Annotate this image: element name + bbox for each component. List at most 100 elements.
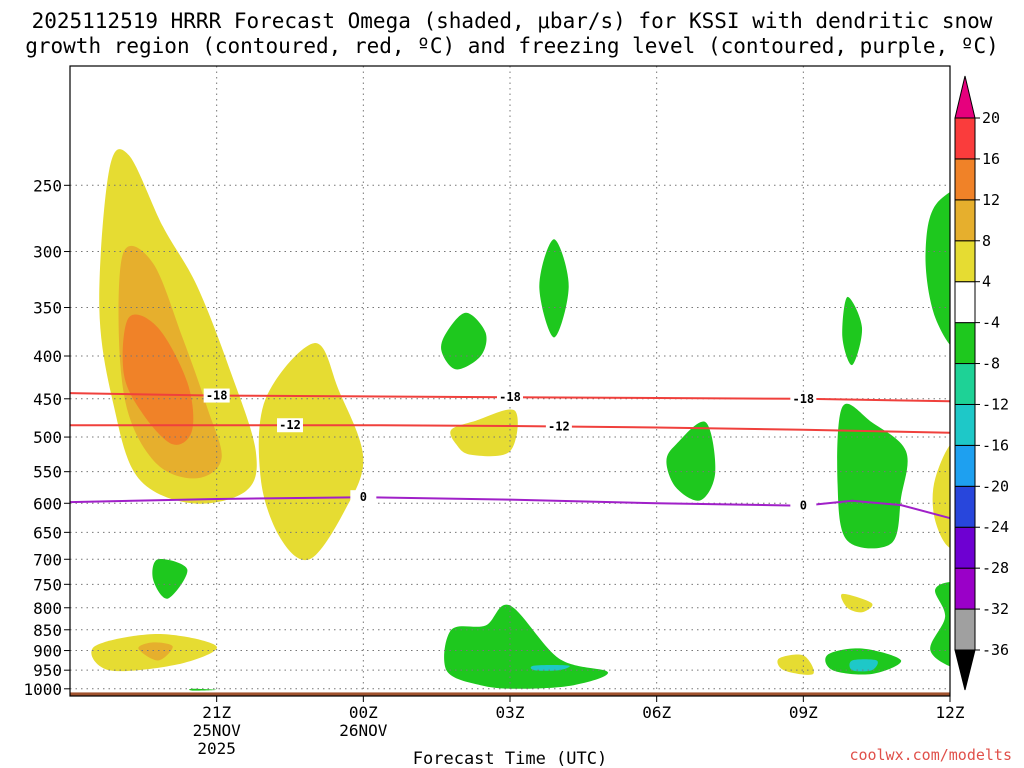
x-tick-label-12Z: 12Z — [936, 703, 965, 722]
omega-region-2 — [122, 314, 194, 445]
contour-label-bg-1-1 — [545, 419, 572, 434]
temperature-contours: -18 -18 -18 -12 -12 0 0 — [70, 388, 950, 520]
colorbar-swatch-11 — [954, 158, 976, 201]
omega-region-4 — [152, 558, 188, 599]
y-tick-label-400: 400 — [33, 347, 62, 366]
omega-region-13 — [666, 421, 716, 501]
contour-label-0-2: -18 — [792, 392, 814, 406]
y-tick-label-650: 650 — [33, 523, 62, 542]
y-tick-label-350: 350 — [33, 299, 62, 318]
colorbar-label-4: -20 — [982, 477, 1009, 495]
contour-label-2-1: 0 — [800, 499, 807, 513]
contour-label-1-1: -12 — [548, 419, 570, 433]
contour-label-bg-2-0 — [350, 490, 377, 505]
x-tick-date-21Z: 25NOV — [193, 721, 242, 740]
colorbar-swatch-7 — [954, 322, 976, 365]
y-tick-label-300: 300 — [33, 243, 62, 262]
colorbar-label-8: -4 — [982, 314, 1000, 332]
colorbar-swatch-6 — [954, 363, 976, 405]
y-tick-label-850: 850 — [33, 621, 62, 640]
y-tick-label-900: 900 — [33, 642, 62, 661]
colorbar-label-5: -16 — [982, 436, 1009, 454]
colorbar-swatch-10 — [954, 199, 976, 242]
omega-region-6 — [138, 642, 173, 661]
omega-region-8 — [441, 312, 487, 370]
omega-region-20 — [925, 192, 950, 345]
colorbar-swatch-1 — [954, 567, 976, 610]
colorbar-swatch-2 — [954, 526, 976, 569]
omega-region-22 — [932, 445, 950, 548]
omega-region-14 — [842, 296, 863, 366]
colorbar-label-10: 8 — [982, 232, 991, 250]
colorbar-label-3: -24 — [982, 518, 1009, 536]
omega-region-19 — [849, 659, 878, 672]
x-tick-label-00Z: 00Z — [349, 703, 378, 722]
colorbar-label-12: 16 — [982, 150, 1000, 168]
y-tick-label-500: 500 — [33, 428, 62, 447]
y-tick-label-250: 250 — [33, 176, 62, 195]
y-tick-label-950: 950 — [33, 661, 62, 680]
contour-label-2-0: 0 — [360, 490, 367, 504]
colorbar-label-1: -32 — [982, 600, 1009, 618]
terrain-strip — [70, 692, 950, 696]
colorbar-swatch-12 — [954, 117, 976, 160]
contour-label-bg-0-1 — [497, 390, 523, 405]
contour-label-bg-1-0 — [277, 418, 303, 433]
x-tick-year-21Z: 2025 — [197, 739, 236, 758]
x-tick-label-21Z: 21Z — [202, 703, 231, 722]
y-tick-label-750: 750 — [33, 575, 62, 594]
contour-label-bg-0-2 — [790, 391, 817, 406]
contour-line-1 — [70, 424, 950, 434]
colorbar-label-9: 4 — [982, 273, 991, 291]
y-tick-label-700: 700 — [33, 550, 62, 569]
contour-label-0-1: -18 — [499, 390, 521, 404]
colorbar-swatch-3 — [954, 485, 976, 528]
colorbar-top-arrow — [954, 75, 976, 119]
contour-label-bg-2-1 — [790, 498, 817, 513]
y-tick-label-450: 450 — [33, 390, 62, 409]
credit-text: coolwx.com/modelts — [849, 746, 1012, 764]
y-tick-label-1000: 1000 — [23, 680, 62, 699]
colorbar-bottom-arrow — [954, 649, 976, 691]
omega-region-12 — [530, 665, 570, 671]
x-tick-label-09Z: 09Z — [789, 703, 818, 722]
y-tick-label-800: 800 — [33, 599, 62, 618]
colorbar-label-11: 12 — [982, 191, 1000, 209]
omega-region-7 — [189, 688, 217, 691]
pressure-axis: 250 300 350 400 450 500 550 600 650 700 750 800 850 9… — [23, 176, 70, 699]
omega-region-15 — [837, 403, 908, 549]
colorbar-label-7: -8 — [982, 355, 1000, 373]
y-tick-label-550: 550 — [33, 463, 62, 482]
colorbar-swatch-0 — [954, 608, 976, 651]
contour-line-0 — [70, 392, 950, 403]
x-tick-label-03Z: 03Z — [496, 703, 525, 722]
omega-region-9 — [539, 239, 569, 338]
contour-label-0-0: -18 — [206, 389, 228, 403]
colorbar-label-13: 20 — [982, 109, 1000, 127]
chart-title-line1: 2025112519 HRRR Forecast Omega (shaded, … — [32, 9, 993, 33]
chart-title-line2: growth region (contoured, red, ºC) and f… — [25, 34, 999, 58]
x-tick-date-00Z: 26NOV — [339, 721, 388, 740]
x-axis-label: Forecast Time (UTC) — [413, 749, 607, 768]
omega-shaded-regions — [91, 149, 950, 691]
omega-region-24 — [930, 582, 950, 667]
colorbar-swatch-8 — [954, 281, 976, 324]
x-tick-label-06Z: 06Z — [642, 703, 671, 722]
colorbar-label-6: -12 — [982, 395, 1009, 413]
contour-label-1-0: -12 — [279, 418, 301, 432]
omega-region-16 — [841, 593, 873, 613]
omega-region-10 — [450, 409, 518, 457]
y-tick-label-600: 600 — [33, 494, 62, 513]
omega-region-3 — [258, 343, 364, 561]
colorbar-swatch-4 — [954, 444, 976, 487]
colorbar-legend: -36 -32 -28 -24 -20 -16 -12 -8 -4 4 8 12 16 20 — [954, 75, 1009, 691]
omega-region-17 — [777, 654, 814, 675]
colorbar-swatch-9 — [954, 240, 976, 283]
contour-label-bg-0-0 — [203, 388, 230, 403]
colorbar-label-2: -28 — [982, 559, 1009, 577]
colorbar-swatch-5 — [954, 403, 976, 446]
colorbar-label-0: -36 — [982, 641, 1009, 659]
omega-region-11 — [444, 604, 608, 689]
